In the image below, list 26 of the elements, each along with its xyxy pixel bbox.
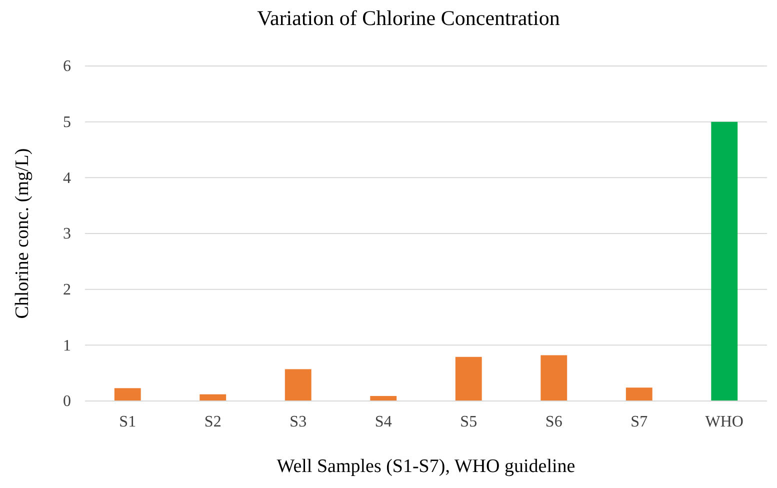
x-tick-label: S5	[460, 413, 478, 430]
x-tick-label: S3	[290, 413, 307, 430]
chart-title: Variation of Chlorine Concentration	[257, 6, 560, 30]
bar	[711, 122, 738, 401]
y-tick-label: 1	[63, 337, 71, 354]
bar	[455, 356, 482, 401]
x-tick-label: S4	[374, 413, 392, 430]
y-tick-label: 6	[63, 58, 71, 76]
y-tick-label: 2	[63, 281, 71, 298]
bar	[114, 388, 141, 401]
bar	[626, 388, 652, 401]
y-tick-label: 0	[63, 393, 71, 410]
x-axis-title: Well Samples (S1-S7), WHO guideline	[276, 456, 576, 477]
bar	[370, 396, 397, 401]
y-tick-label: 3	[63, 226, 71, 243]
y-axis-title: Chlorine conc. (mg/L)	[12, 148, 33, 319]
x-tick-label: S7	[630, 413, 648, 430]
x-tick-label: S1	[119, 413, 136, 430]
x-tick-label: S6	[545, 413, 562, 430]
y-tick-label: 5	[63, 114, 71, 131]
x-tick-label: WHO	[705, 413, 744, 430]
x-tick-label: S2	[204, 413, 222, 430]
bar	[200, 394, 226, 401]
bar	[540, 355, 568, 401]
y-tick-label: 4	[63, 170, 71, 187]
bar	[284, 369, 312, 401]
